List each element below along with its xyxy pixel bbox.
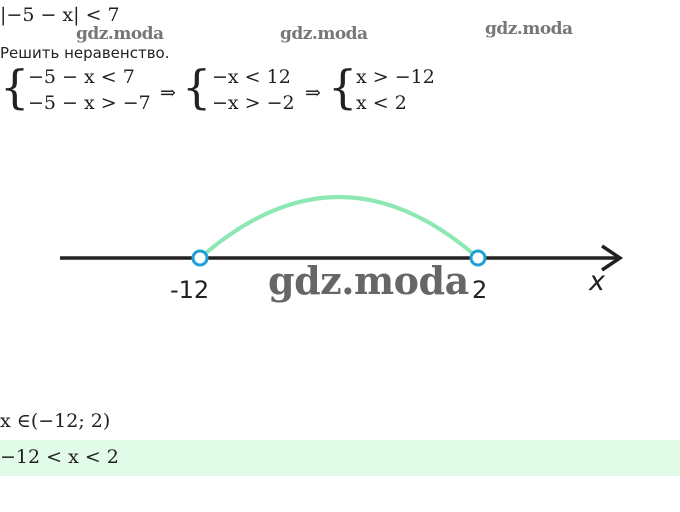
open-point-left <box>191 249 209 267</box>
axis-arrow-icon <box>601 244 624 272</box>
answer-text: −12 < x < 2 <box>0 446 119 468</box>
system-2: −x < 12 −x > −2 <box>212 64 295 116</box>
implies-arrow: ⇒ <box>305 82 321 104</box>
inequality: −5 − x < 7 <box>28 66 135 88</box>
instruction-text: Решить неравенство. <box>0 44 170 62</box>
inequality: −x < 12 <box>212 66 291 88</box>
system-3: x > −12 x < 2 <box>356 64 435 116</box>
watermark: gdz.moda <box>76 24 164 44</box>
implies-arrow: ⇒ <box>160 82 176 104</box>
system-brace: { <box>0 60 30 114</box>
system-brace: { <box>328 60 358 114</box>
inequality: −5 − x > −7 <box>28 92 151 114</box>
watermark: gdz.moda <box>485 19 573 39</box>
inequality: x < 2 <box>356 92 407 114</box>
problem-text: |−5 − x| < 7 <box>0 4 120 26</box>
inequality: −x > −2 <box>212 92 295 114</box>
answer-highlight <box>0 440 680 476</box>
open-point-right <box>469 249 487 267</box>
point-label-left: -12 <box>170 276 210 304</box>
system-1: −5 − x < 7 −5 − x > −7 <box>28 64 151 116</box>
axis-label: x <box>589 266 605 297</box>
system-brace: { <box>182 60 212 114</box>
point-label-right: 2 <box>472 276 488 304</box>
answer-set: x ∈(−12; 2) <box>0 410 111 432</box>
watermark: gdz.moda <box>280 24 368 44</box>
interval-arc <box>198 195 480 260</box>
watermark: gdz.moda <box>268 258 469 303</box>
inequality: x > −12 <box>356 66 435 88</box>
